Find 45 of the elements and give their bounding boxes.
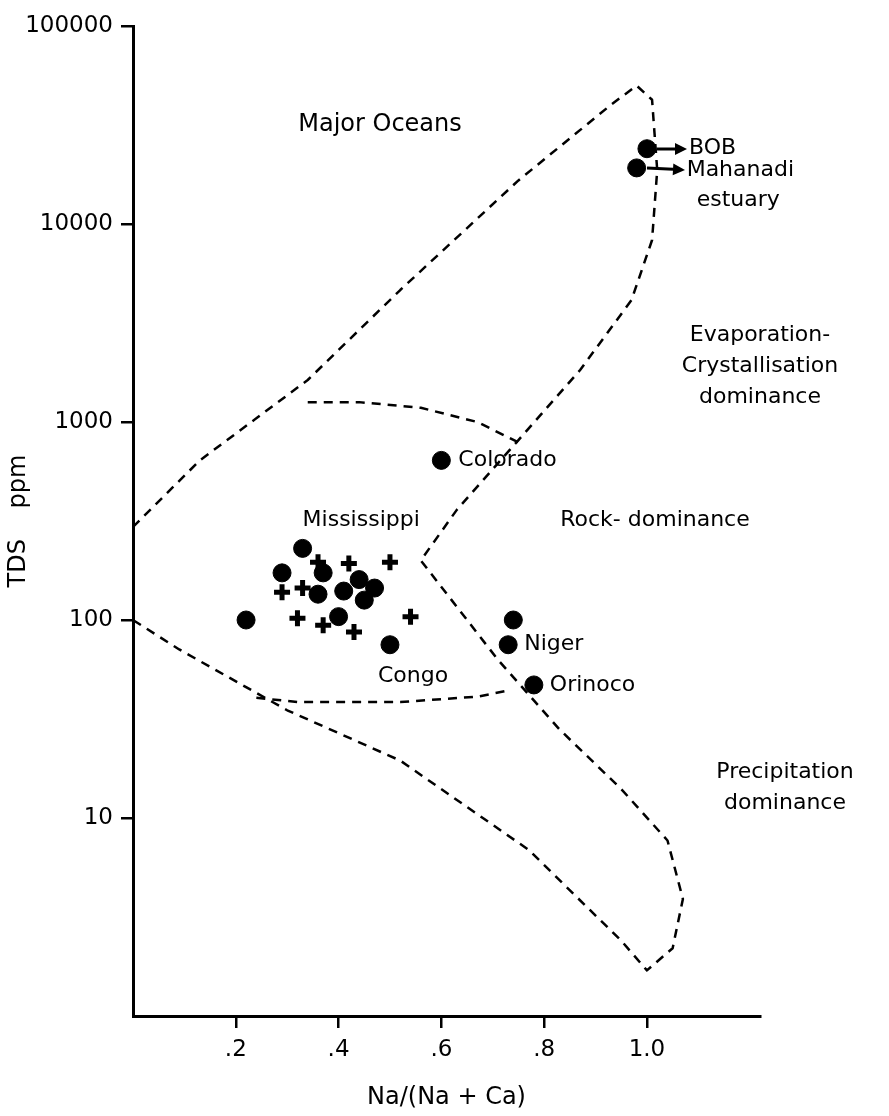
y-tick-label: 10	[83, 802, 113, 829]
annotation: Niger	[524, 630, 585, 656]
x-tick-label: .2	[224, 1034, 247, 1061]
point	[312, 614, 334, 636]
point	[379, 551, 401, 573]
point	[329, 607, 349, 627]
annotation: Orinoco	[549, 670, 636, 696]
point	[380, 635, 400, 655]
point	[400, 606, 422, 628]
y-tick-label: 10000	[39, 208, 113, 235]
y-tick-label: 100000	[25, 10, 113, 37]
point	[524, 675, 544, 695]
point	[338, 552, 360, 574]
point	[293, 538, 313, 558]
x-tick-label: 1.0	[628, 1034, 666, 1061]
point	[292, 577, 314, 599]
y-tick-label: 1000	[54, 406, 113, 433]
point	[354, 590, 374, 610]
x-tick-label: .8	[533, 1034, 556, 1061]
annotation: Congo	[377, 662, 449, 688]
annotation: Precipitation dominance	[716, 757, 854, 814]
x-axis-title: Na/(Na + Ca)	[367, 1081, 526, 1110]
point	[365, 578, 385, 598]
annotation: Rock- dominance	[560, 505, 750, 531]
point	[308, 584, 328, 604]
point	[343, 621, 365, 643]
x-tick-label: .4	[327, 1034, 350, 1061]
point	[431, 450, 451, 470]
annotation: Evaporation- Crystallisation dominance	[681, 320, 839, 408]
point	[637, 139, 657, 159]
point	[498, 635, 518, 655]
point	[627, 158, 647, 178]
point	[286, 607, 308, 629]
y-axis-title: TDS ppm	[2, 454, 31, 589]
point	[272, 563, 292, 583]
annotation: Mississippi	[302, 506, 420, 532]
point	[349, 570, 369, 590]
point	[334, 581, 354, 601]
point	[236, 610, 256, 630]
annotation: Colorado	[458, 446, 557, 472]
annotation: Major Oceans	[298, 109, 462, 138]
point	[503, 610, 523, 630]
x-tick-label: .6	[430, 1034, 453, 1061]
y-tick-label: 100	[69, 604, 113, 631]
point	[271, 581, 293, 603]
